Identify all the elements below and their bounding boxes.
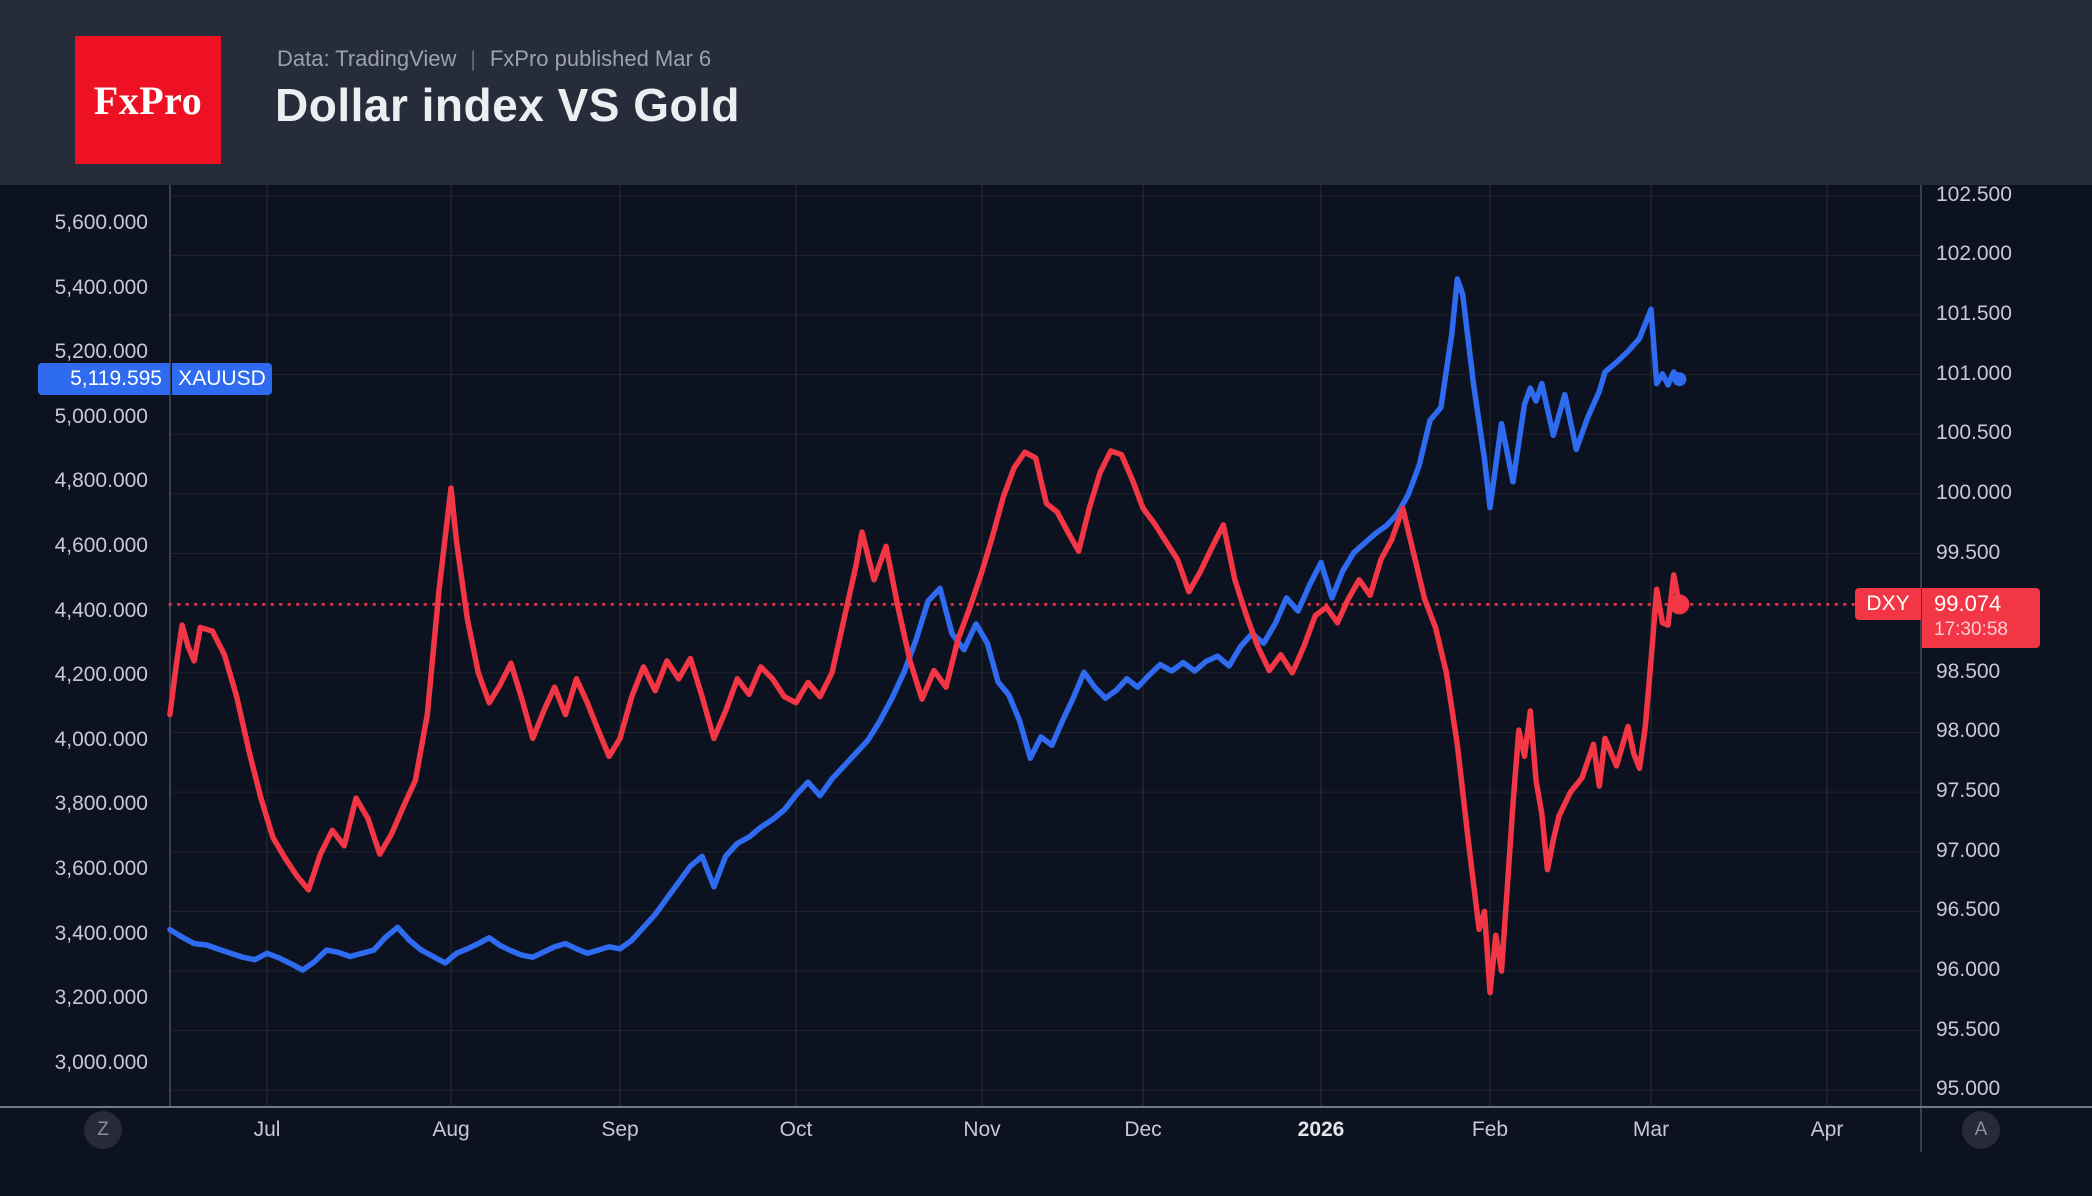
right-axis-tick: 100.500 <box>1936 421 2012 445</box>
time-axis-tick: Apr <box>1810 1118 1844 1141</box>
left-axis-tick: 4,000.000 <box>54 727 148 751</box>
dxy-last-price: 99.074 <box>1934 591 2002 617</box>
right-axis-tick: 96.500 <box>1936 898 2001 922</box>
right-axis-tick: 101.000 <box>1936 361 2012 385</box>
right-axis-tick: 96.000 <box>1936 958 2001 982</box>
right-axis-tick: 98.000 <box>1936 719 2001 743</box>
xauusd-symbol-tag: XAUUSD <box>172 363 272 396</box>
left-axis-tick: 4,400.000 <box>54 598 148 622</box>
right-axis-tick: 102.000 <box>1936 242 2012 266</box>
left-axis-tick: 5,600.000 <box>54 211 148 235</box>
left-axis-tick: 5,400.000 <box>54 275 148 299</box>
fxpro-logo-text: FxPro <box>93 77 203 123</box>
left-axis-tick: 4,200.000 <box>54 663 148 687</box>
last-point-dot-dxy <box>1669 594 1690 615</box>
time-axis-tick: Oct <box>779 1118 813 1141</box>
published-text: FxPro published Mar 6 <box>489 46 712 71</box>
last-point-dot-xauusd <box>1672 372 1687 387</box>
right-axis-tick: 95.500 <box>1936 1017 2001 1041</box>
time-axis-tick: Dec <box>1124 1118 1162 1141</box>
left-axis-tick: 5,000.000 <box>54 404 148 428</box>
right-axis-tick: 95.000 <box>1936 1077 2001 1101</box>
right-axis-tick: 100.000 <box>1936 480 2012 504</box>
time-axis-tick: Sep <box>601 1118 639 1141</box>
time-axis-tick: Jul <box>253 1118 281 1141</box>
dxy-symbol-tag: DXY <box>1855 588 1921 621</box>
right-axis-tick: 102.500 <box>1936 182 2012 206</box>
data-source-text: Data: TradingView <box>277 46 457 71</box>
series-line-dxy <box>167 448 1683 996</box>
time-axis-tick: Feb <box>1471 1118 1509 1141</box>
time-axis-tick: Nov <box>963 1118 1001 1141</box>
right-axis-tick: 98.500 <box>1936 659 2001 683</box>
timezone-button[interactable]: Z <box>84 1111 122 1149</box>
right-axis-tick: 99.500 <box>1936 540 2001 564</box>
auto-scale-button[interactable]: A <box>1962 1111 2000 1149</box>
time-axis-tick: 2026 <box>1297 1118 1345 1141</box>
header: FxPro Data: TradingView | FxPro published … <box>0 0 2092 185</box>
xauusd-price-badge: 5,119.595 XAUUSD <box>38 363 272 396</box>
right-axis-tick: 97.000 <box>1936 838 2001 862</box>
series-line-xauusd <box>167 276 1683 973</box>
left-axis-tick: 3,000.000 <box>54 1050 148 1074</box>
time-axis-tick: Mar <box>1632 1118 1670 1141</box>
left-axis-tick: 4,800.000 <box>54 469 148 493</box>
xauusd-last-price: 5,119.595 <box>38 363 170 396</box>
left-axis-tick: 4,600.000 <box>54 534 148 558</box>
left-axis-tick: 3,200.000 <box>54 986 148 1010</box>
left-axis-tick: 5,200.000 <box>54 340 148 364</box>
dxy-last-time: 17:30:58 <box>1934 619 2008 641</box>
time-axis-tick: Aug <box>432 1118 470 1141</box>
data-source-line: Data: TradingView | FxPro published Mar 6 <box>277 46 711 72</box>
dxy-price-badge: 99.074 17:30:58 <box>1922 588 2040 649</box>
page-title: Dollar index VS Gold <box>275 79 740 131</box>
left-axis-tick: 3,400.000 <box>54 921 148 945</box>
left-axis-tick: 3,800.000 <box>54 792 148 816</box>
separator: | <box>470 48 476 71</box>
right-axis-tick: 101.500 <box>1936 302 2012 325</box>
fxpro-logo: FxPro <box>75 36 221 164</box>
left-axis-tick: 3,600.000 <box>54 856 148 880</box>
right-axis-tick: 97.500 <box>1936 779 2001 803</box>
